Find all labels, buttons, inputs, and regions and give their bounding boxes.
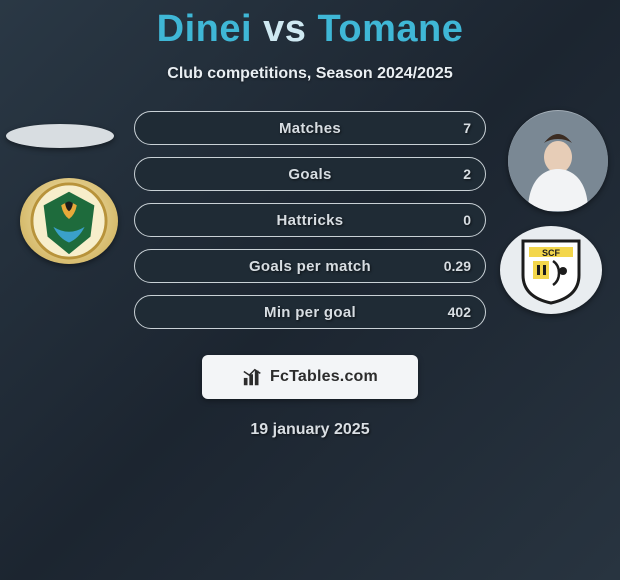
stat-label: Min per goal — [264, 304, 356, 321]
stat-row-matches: Matches 7 — [134, 111, 486, 145]
subtitle: Club competitions, Season 2024/2025 — [0, 65, 620, 83]
player1-club-badge — [20, 178, 118, 264]
stat-right-value: 0.29 — [444, 250, 471, 282]
stat-row-goals: Goals 2 — [134, 157, 486, 191]
title-vs: vs — [263, 8, 306, 50]
date-stamp: 19 january 2025 — [0, 421, 620, 439]
bar-chart-icon — [242, 366, 264, 388]
stat-rows: Matches 7 Goals 2 Hattricks 0 Goals per … — [134, 111, 486, 329]
player2-avatar — [508, 110, 608, 212]
stat-label: Goals per match — [249, 258, 371, 275]
stat-row-hattricks: Hattricks 0 — [134, 203, 486, 237]
brand-box[interactable]: FcTables.com — [202, 355, 418, 399]
page-title: Dinei vs Tomane — [0, 0, 620, 51]
player2-club-badge: SCF — [500, 226, 602, 314]
stat-label: Hattricks — [277, 212, 344, 229]
brand-text: FcTables.com — [270, 368, 378, 386]
stat-right-value: 7 — [463, 112, 471, 144]
player-photo-icon — [508, 110, 608, 212]
title-player1: Dinei — [157, 8, 252, 50]
stat-right-value: 2 — [463, 158, 471, 190]
stat-label: Matches — [279, 120, 341, 137]
stat-row-gpm: Goals per match 0.29 — [134, 249, 486, 283]
svg-text:SCF: SCF — [542, 248, 561, 258]
stat-right-value: 0 — [463, 204, 471, 236]
player1-avatar — [6, 124, 114, 148]
stat-label: Goals — [288, 166, 331, 183]
stat-right-value: 402 — [448, 296, 471, 328]
stat-row-mpg: Min per goal 402 — [134, 295, 486, 329]
rio-ave-crest-icon — [30, 182, 108, 260]
title-player2: Tomane — [317, 8, 463, 50]
scf-crest-icon: SCF — [519, 235, 583, 305]
